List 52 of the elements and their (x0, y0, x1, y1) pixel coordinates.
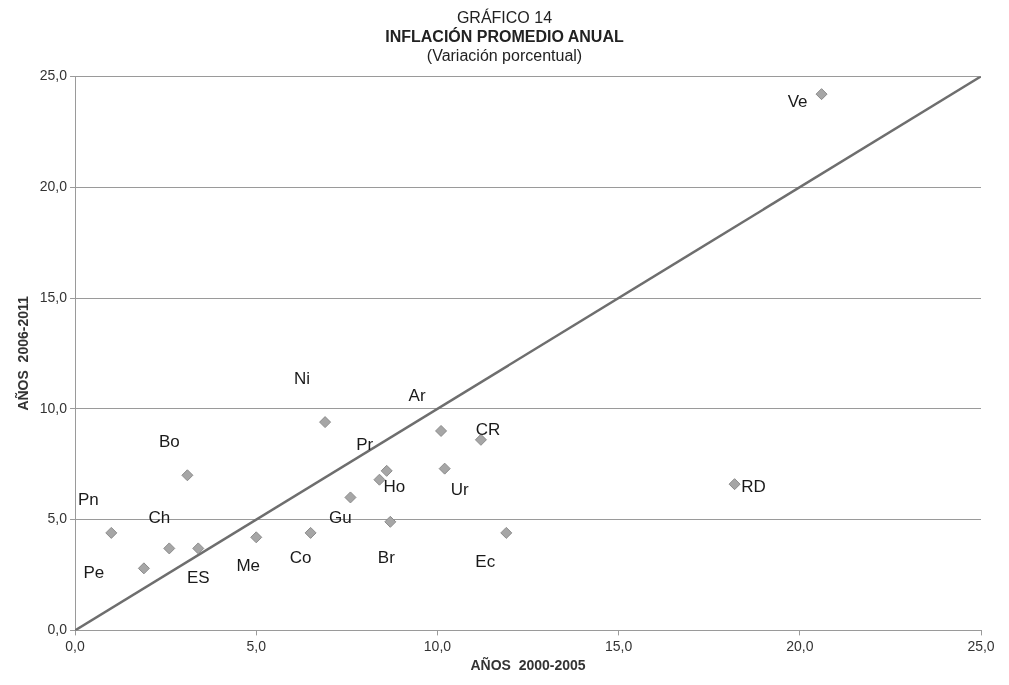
point (500, 526, 513, 539)
point (319, 416, 332, 429)
annotation: Ar (408, 385, 426, 405)
point (304, 526, 317, 539)
x-axis-title: AÑOS 2000-2005 (470, 656, 586, 674)
y-axis-title: AÑOS 2006-2011 (14, 295, 32, 411)
point (344, 491, 357, 504)
annotation: Co (289, 547, 312, 567)
point (192, 542, 205, 555)
point (728, 478, 741, 491)
y-tick-label: 5,0 (47, 510, 68, 527)
annotation: Ho (383, 477, 406, 497)
x-tick-label: 10,0 (423, 637, 452, 654)
annotation: Pn (77, 489, 99, 509)
annotation: Pe (83, 563, 105, 583)
annotation: Br (377, 547, 396, 567)
annotation: CR (475, 419, 501, 439)
point (250, 531, 263, 544)
point (384, 515, 397, 528)
x-tick-label: 20,0 (786, 637, 814, 654)
annotation: ES (186, 568, 210, 588)
y-tick-label: 0,0 (47, 621, 68, 638)
point (105, 526, 118, 539)
chart-title: INFLACIÓN PROMEDIO ANUAL (384, 27, 625, 46)
x-tick-label: 15,0 (604, 637, 633, 654)
y-tick-label: 20,0 (39, 178, 68, 195)
point (815, 88, 828, 101)
chart-subtitle: (Variación porcentual) (425, 46, 584, 65)
point (181, 469, 194, 482)
point (380, 464, 393, 477)
point (438, 462, 451, 475)
y-tick-label: 10,0 (39, 399, 68, 416)
annotation: Ni (294, 368, 311, 388)
annotation: Ve (787, 91, 808, 111)
y-tick-label: 25,0 (39, 67, 68, 84)
annotation: Ur (450, 480, 469, 500)
annotation: Ec (475, 551, 496, 571)
x-tick-label: 5,0 (246, 637, 267, 654)
point (435, 424, 448, 437)
point (373, 473, 386, 486)
annotation: RD (741, 476, 766, 496)
annotation: Ch (148, 508, 171, 528)
point (163, 542, 176, 555)
annotation: Gu (329, 508, 352, 528)
text: GRÁFICO 14 (455, 8, 554, 27)
y-tick-label: 15,0 (39, 288, 68, 305)
annotation: Bo (158, 431, 180, 451)
annotation: Me (236, 556, 261, 576)
point (137, 562, 150, 575)
x-tick-label: 25,0 (967, 637, 995, 654)
annotation: Pr (356, 434, 374, 454)
x-tick-label: 0,0 (65, 637, 85, 654)
